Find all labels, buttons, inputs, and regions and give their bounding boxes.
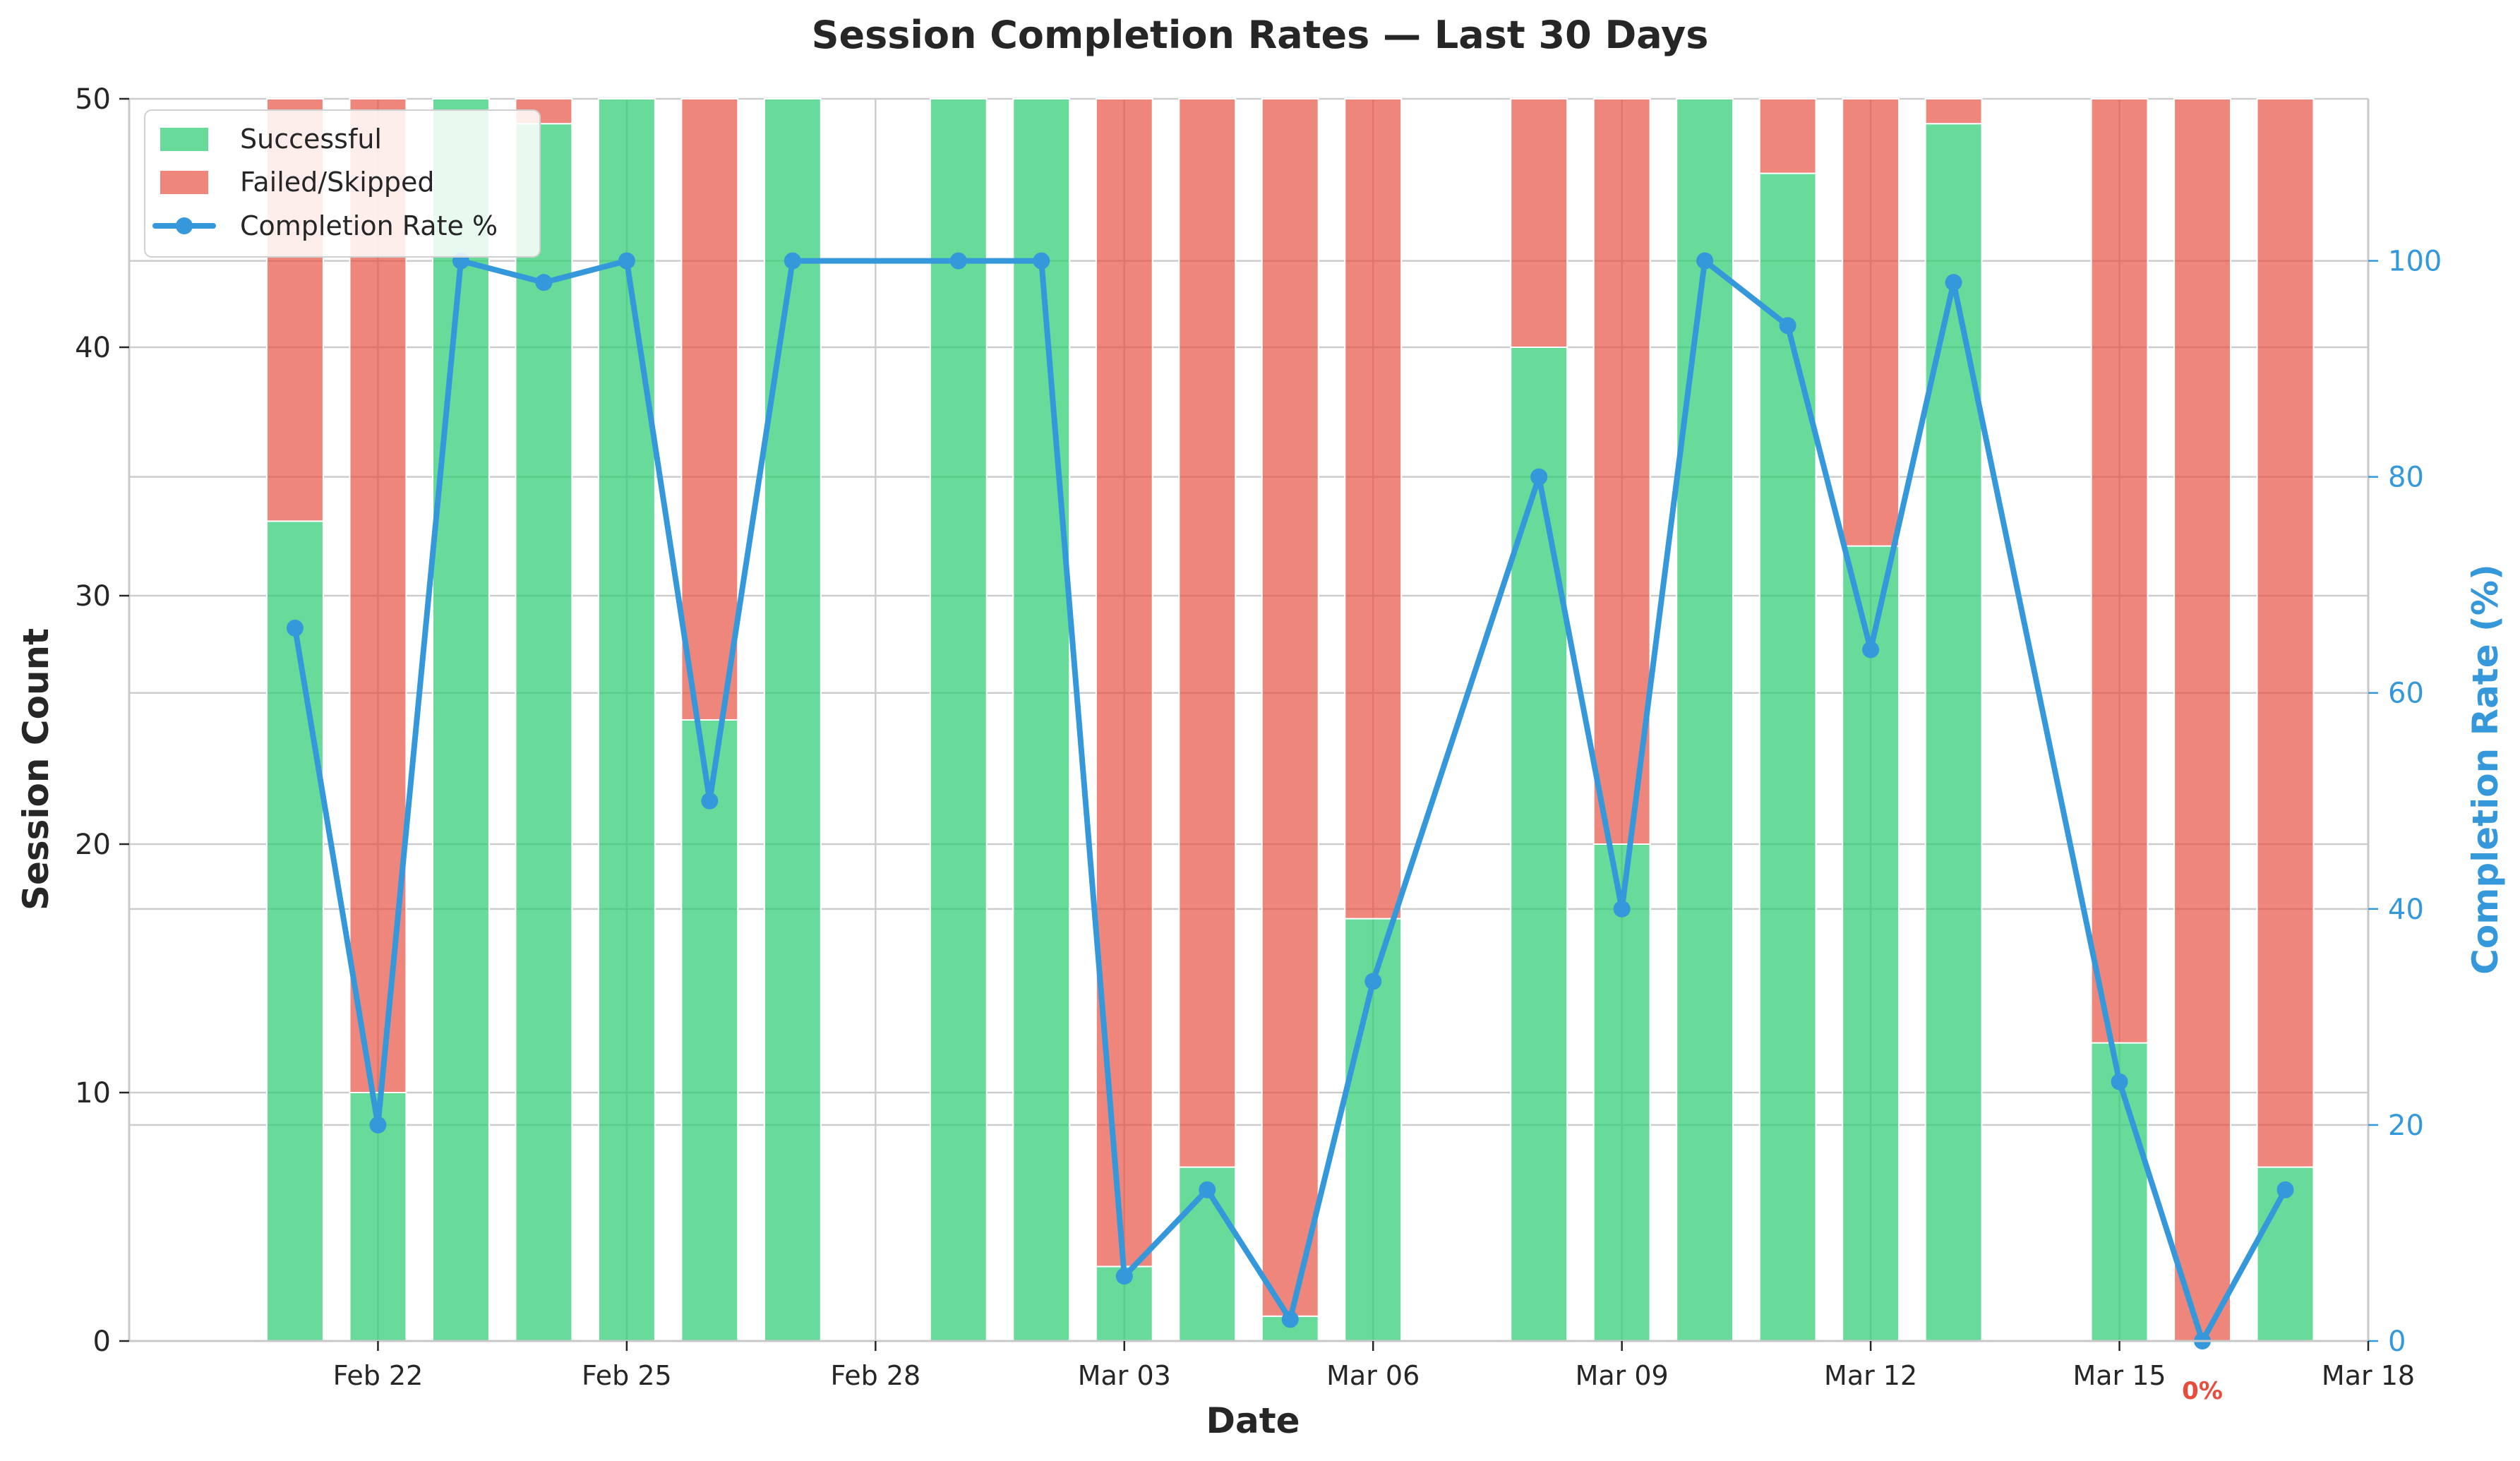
y-tick-label: 30 [75,580,111,613]
bar-failed [1842,98,1900,547]
bar-failed [1095,98,1153,1268]
bar-successful [597,98,656,1342]
legend-swatch-failed [160,171,208,194]
y2-tick-label: 0 [2388,1325,2406,1358]
bar-successful [680,719,739,1342]
completion-rate-point [1364,973,1382,990]
completion-rate-point [369,1116,387,1134]
completion-rate-point [949,252,967,270]
legend-marker-rate [176,217,193,234]
completion-rate-point [701,792,719,810]
legend-swatch-successful [160,128,208,151]
legend-frame [144,109,541,258]
bar-successful [1924,123,1983,1342]
x-tick-label: Mar 15 [2072,1360,2166,1391]
y-tick-label: 50 [75,83,111,116]
completion-rate-point [1033,252,1050,270]
bar-failed [1344,98,1403,920]
y-tick-label: 40 [75,332,111,364]
bar-successful [1592,843,1651,1342]
bar-successful [1012,98,1071,1342]
bar-successful [2090,1042,2149,1342]
completion-rate-point [1199,1181,1216,1198]
y2-tick-label: 80 [2388,462,2424,494]
x-tick-label: Mar 12 [1824,1360,1917,1391]
bar-failed [2256,98,2315,1168]
completion-rate-point [1696,252,1714,270]
legend-label-successful: Successful [240,124,382,155]
completion-rate-point [1530,468,1548,486]
bar-failed [1592,98,1651,845]
y-axis-label: Session Count [16,628,56,910]
bar-failed [680,98,739,721]
completion-rate-point [2276,1181,2294,1198]
bar-successful [1842,545,1900,1342]
bar-layer [266,98,2315,1342]
x-tick-label: Mar 09 [1576,1360,1669,1391]
y-tick-label: 20 [75,829,111,861]
completion-rate-point [1281,1311,1299,1328]
completion-rate-point [2111,1073,2128,1090]
completion-rate-point [1115,1268,1133,1285]
bar-successful [929,98,988,1342]
completion-rate-point [286,619,304,637]
y-tick-label: 0 [93,1325,111,1358]
axis-layer: 0 10 20 30 40 50 0 20 40 60 80 100 Feb 22 Feb 25 Feb 2… [75,83,2442,1405]
bar-failed [1758,98,1817,174]
bar-successful [1510,347,1568,1342]
zero-rate-annotation: 0% [2182,1377,2223,1405]
completion-rate-point [784,252,801,270]
completion-rate-point [1945,274,1962,291]
legend-label-rate: Completion Rate % [240,210,498,241]
completion-rate-point [1862,641,1880,659]
bar-failed [1178,98,1237,1168]
bar-failed [2173,98,2231,1342]
x-axis-label: Date [1206,1400,1300,1441]
x-tick-label: Feb 28 [830,1360,920,1391]
bar-successful [1676,98,1734,1342]
chart-title: Session Completion Rates — Last 30 Days [812,13,1709,57]
legend: Successful Failed/Skipped Completion Rat… [144,109,541,258]
x-tick-label: Feb 22 [333,1360,424,1391]
bar-successful [1758,172,1817,1342]
x-tick-label: Feb 25 [582,1360,672,1391]
bar-failed [1510,98,1568,348]
y2-tick-label: 100 [2388,246,2442,278]
line-layer [286,252,2294,1349]
bar-successful [266,520,324,1342]
completion-rate-point [1779,317,1796,335]
bar-successful [763,98,822,1342]
y2-tick-label: 20 [2388,1110,2424,1142]
completion-rate-point [1613,900,1631,918]
bar-failed [2090,98,2149,1044]
y2-tick-label: 60 [2388,678,2424,710]
x-tick-label: Mar 18 [2322,1360,2415,1391]
x-tick-label: Mar 06 [1326,1360,1420,1391]
bar-successful [431,98,490,1342]
bar-failed [1261,98,1319,1317]
legend-label-failed: Failed/Skipped [240,167,435,198]
completion-rate-line [292,258,2288,1344]
bar-successful [515,123,573,1342]
bar-failed [1924,98,1983,125]
y2-axis-label: Completion Rate (%) [2465,564,2506,975]
completion-rate-point [535,274,553,291]
x-tick-label: Mar 03 [1078,1360,1171,1391]
completion-rate-point [618,252,635,270]
y-tick-label: 10 [75,1077,111,1110]
y2-tick-label: 40 [2388,894,2424,926]
